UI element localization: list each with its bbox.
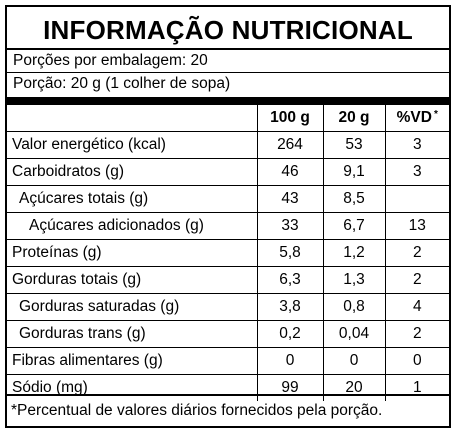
value-per-20g: 6,7 [322,212,385,240]
nutrient-name: Gorduras totais (g) [7,266,257,294]
value-per-100g: 3,8 [256,293,323,321]
value-per-20g: 20 [322,374,385,401]
header-per-100g: 100 g [256,105,323,132]
table-row: Açúcares totais (g) 43 8,5 [7,185,449,213]
header-daily-value: %VD * [384,105,449,132]
value-daily-percent: 3 [384,131,449,159]
value-daily-percent [384,185,449,213]
value-per-100g: 46 [256,158,323,186]
footnote-divider [7,394,449,396]
value-per-100g: 33 [256,212,323,240]
value-per-100g: 5,8 [256,239,323,267]
table-row: Gorduras trans (g) 0,2 0,04 2 [7,320,449,348]
thick-divider [7,97,449,105]
nutrition-facts-label: INFORMAÇÃO NUTRICIONAL Porções por embal… [5,5,451,428]
value-daily-percent: 2 [384,320,449,348]
value-per-20g: 0,04 [322,320,385,348]
value-per-100g: 99 [256,374,323,401]
serving-divider [7,72,449,73]
table-row: Fibras alimentares (g) 0 0 0 [7,347,449,375]
nutrient-name: Gorduras saturadas (g) [7,293,257,321]
value-per-100g: 264 [256,131,323,159]
value-per-20g: 1,3 [322,266,385,294]
nutrient-name: Proteínas (g) [7,239,257,267]
servings-per-package: Porções por embalagem: 20 [13,52,208,69]
table-row: Gorduras saturadas (g) 3,8 0,8 4 [7,293,449,321]
nutrient-name: Açúcares adicionados (g) [7,212,257,240]
nutrient-name: Carboidratos (g) [7,158,257,186]
nutrition-table: 100 g 20 g %VD * Valor energético (kcal) … [7,105,449,401]
value-per-20g: 0,8 [322,293,385,321]
value-per-100g: 0 [256,347,323,375]
table-row: Açúcares adicionados (g) 33 6,7 13 [7,212,449,240]
label-title: INFORMAÇÃO NUTRICIONAL [43,15,413,45]
value-per-20g: 9,1 [322,158,385,186]
header-daily-value-mark: * [433,109,438,120]
table-row: Valor energético (kcal) 264 53 3 [7,131,449,159]
value-per-100g: 43 [256,185,323,213]
table-row: Carboidratos (g) 46 9,1 3 [7,158,449,186]
value-daily-percent: 2 [384,266,449,294]
table-row: Sódio (mg) 99 20 1 [7,374,449,401]
value-per-20g: 53 [322,131,385,159]
table-row: Gorduras totais (g) 6,3 1,3 2 [7,266,449,294]
header-per-20g: 20 g [322,105,385,132]
nutrient-name: Fibras alimentares (g) [7,347,257,375]
table-header-row: 100 g 20 g %VD * [7,105,449,132]
nutrient-name: Sódio (mg) [12,379,88,396]
value-daily-percent: 13 [384,212,449,240]
value-per-20g: 0 [322,347,385,375]
nutrient-name: Açúcares totais (g) [7,185,257,213]
header-daily-value-text: %VD [396,109,432,126]
title-divider [7,48,449,50]
nutrient-name: Valor energético (kcal) [7,131,257,159]
value-daily-percent: 4 [384,293,449,321]
footnote: *Percentual de valores diários fornecido… [11,402,383,419]
value-daily-percent: 2 [384,239,449,267]
value-daily-percent: 1 [384,374,449,401]
nutrient-name: Gorduras trans (g) [7,320,257,348]
table-row: Proteínas (g) 5,8 1,2 2 [7,239,449,267]
serving-size: Porção: 20 g (1 colher de sopa) [13,75,231,92]
value-per-20g: 1,2 [322,239,385,267]
header-empty-cell [7,105,257,132]
value-daily-percent: 0 [384,347,449,375]
value-per-20g: 8,5 [322,185,385,213]
value-daily-percent: 3 [384,158,449,186]
value-per-100g: 6,3 [256,266,323,294]
value-per-100g: 0,2 [256,320,323,348]
